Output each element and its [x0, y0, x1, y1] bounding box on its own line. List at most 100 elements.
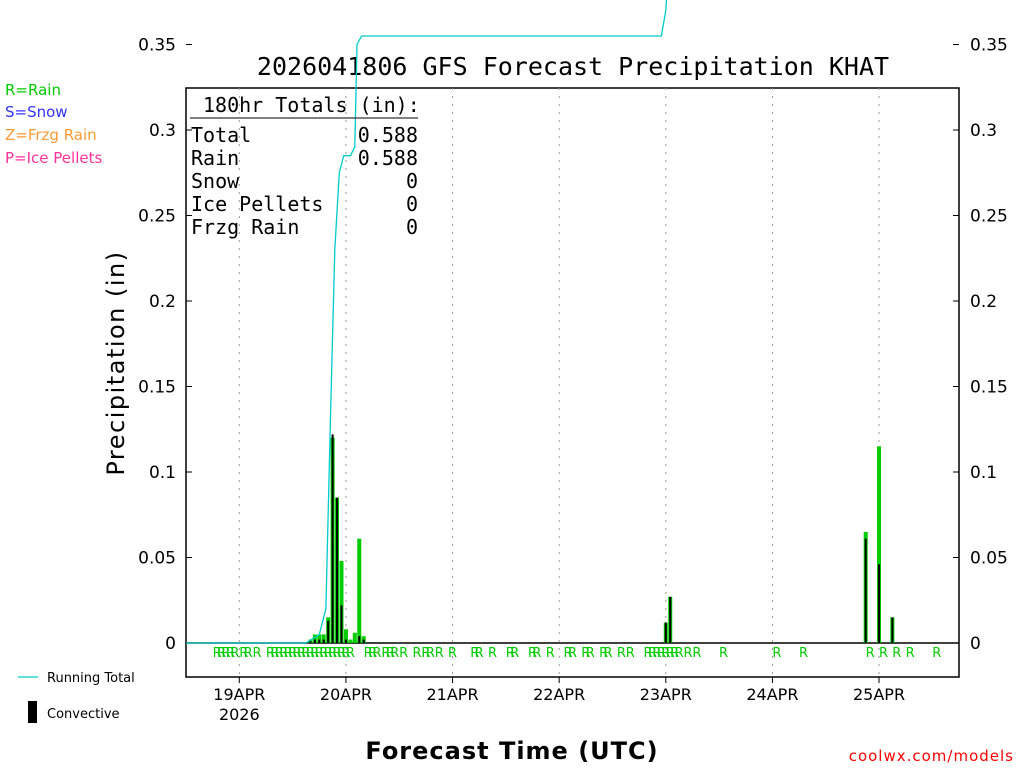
ptype-mark: R — [213, 646, 222, 661]
ptype-mark: R — [532, 646, 541, 661]
ptype-mark: R — [373, 646, 382, 661]
totals-row-label: Frzg Rain — [191, 215, 299, 239]
ptype-mark: R — [581, 646, 590, 661]
ptype-mark: R — [346, 646, 355, 661]
x-tick-label: 21APR — [427, 685, 479, 704]
totals-header: 180hr Totals (in): — [203, 93, 420, 117]
convective-bar — [336, 497, 339, 643]
ptype-mark: R — [364, 646, 373, 661]
ptype-mark: R — [244, 646, 253, 661]
legend-ice-pellets: P=Ice Pellets — [5, 149, 103, 167]
ptype-mark: R — [226, 646, 235, 661]
ptype-mark: R — [510, 646, 519, 661]
ptype-mark: R — [253, 646, 262, 661]
ptype-mark: R — [932, 646, 941, 661]
totals-row-value: 0.588 — [358, 123, 418, 147]
ptype-mark: R — [799, 646, 808, 661]
ptype-mark: R — [333, 646, 342, 661]
x-tick-label: 23APR — [640, 685, 692, 704]
y-tick-label-right: 0.15 — [970, 378, 1008, 398]
x-tick-sublabel: 2026 — [219, 705, 260, 724]
ptype-mark: R — [412, 646, 421, 661]
ptype-mark: R — [906, 646, 915, 661]
y-axis-label: Precipitation (in) — [102, 250, 130, 475]
ptype-mark: R — [399, 646, 408, 661]
y-tick-label-right: 0 — [970, 634, 981, 654]
ptype-mark: R — [297, 646, 306, 661]
ptype-mark: R — [470, 646, 479, 661]
ptype-mark: R — [675, 646, 684, 661]
totals-row-label: Total — [191, 123, 251, 147]
ptype-mark: R — [221, 646, 230, 661]
x-tick-label: 24APR — [746, 685, 798, 704]
ptype-mark: R — [546, 646, 555, 661]
ptype-mark: R — [692, 646, 701, 661]
y-tick-label-right: 0.35 — [970, 36, 1008, 56]
y-axis-right: 00.050.10.150.20.250.30.350.40.450.50.55… — [953, 36, 1008, 654]
convective-bar — [358, 636, 361, 643]
ptype-mark: R — [586, 646, 595, 661]
ptype-mark: R — [626, 646, 635, 661]
ptype-mark: R — [306, 646, 315, 661]
ptype-mark: R — [475, 646, 484, 661]
ptype-mark: R — [426, 646, 435, 661]
totals-row-label: Rain — [191, 146, 239, 170]
ptype-mark: R — [528, 646, 537, 661]
ptype-mark: R — [279, 646, 288, 661]
ptype-mark: R — [617, 646, 626, 661]
convective-bar — [322, 639, 325, 643]
y-axis-left: 00.050.10.150.20.250.30.350.40.450.50.55… — [138, 36, 192, 654]
totals-row-label: Ice Pellets — [191, 192, 323, 216]
y-tick-label-right: 0.25 — [970, 207, 1008, 227]
ptype-mark: R — [315, 646, 324, 661]
precip-bar — [317, 634, 322, 643]
convective-bar — [318, 639, 321, 643]
ptype-mark: R — [310, 646, 319, 661]
convective-bar — [664, 622, 667, 643]
plot-frame — [185, 87, 960, 678]
chart-title: 2026041806 GFS Forecast Precipitation KH… — [257, 52, 889, 81]
precip-bar — [361, 636, 366, 643]
convective-bar — [344, 639, 347, 643]
totals-row-value: 0 — [406, 192, 418, 216]
convective-bar — [864, 538, 867, 643]
y-tick-label-right: 0.3 — [970, 121, 997, 141]
convective-bar — [309, 641, 312, 643]
y-tick-label: 0.25 — [138, 207, 176, 227]
totals-box: 180hr Totals (in): Total 0.588 Rain 0.588 Sn… — [190, 93, 420, 239]
totals-row-value: 0 — [406, 215, 418, 239]
ptype-mark: R — [266, 646, 275, 661]
y-tick-label: 0.2 — [149, 292, 176, 312]
ptype-mark: R — [288, 646, 297, 661]
precip-bar — [312, 634, 317, 643]
ptype-mark: R — [301, 646, 310, 661]
totals-row-label: Snow — [191, 169, 240, 193]
ptype-mark: R — [599, 646, 608, 661]
ptype-mark: R — [683, 646, 692, 661]
running-total-key-label: Running Total — [47, 671, 135, 686]
ptype-mark: R — [381, 646, 390, 661]
convective-bar — [669, 596, 672, 643]
precip-bar — [348, 639, 353, 643]
ptype-mark: R — [328, 646, 337, 661]
ptype-mark: R — [648, 646, 657, 661]
ptype-mark: R — [386, 646, 395, 661]
ptype-mark: R — [643, 646, 652, 661]
ptype-mark: R — [879, 646, 888, 661]
ptype-mark: R — [488, 646, 497, 661]
y-tick-label-right: 0.1 — [970, 463, 997, 483]
running-total-line — [186, 0, 668, 644]
ptype-mark: R — [324, 646, 333, 661]
convective-bar — [340, 605, 343, 643]
convective-bar — [891, 617, 894, 643]
convective-bar — [878, 564, 881, 643]
ptype-mark: R — [239, 646, 248, 661]
x-tick-label: 22APR — [533, 685, 585, 704]
totals-row-value: 0.588 — [358, 146, 418, 170]
credit-text: coolwx.com/models — [849, 747, 1014, 765]
ptype-mark: R — [341, 646, 350, 661]
precip-bar — [343, 629, 348, 643]
